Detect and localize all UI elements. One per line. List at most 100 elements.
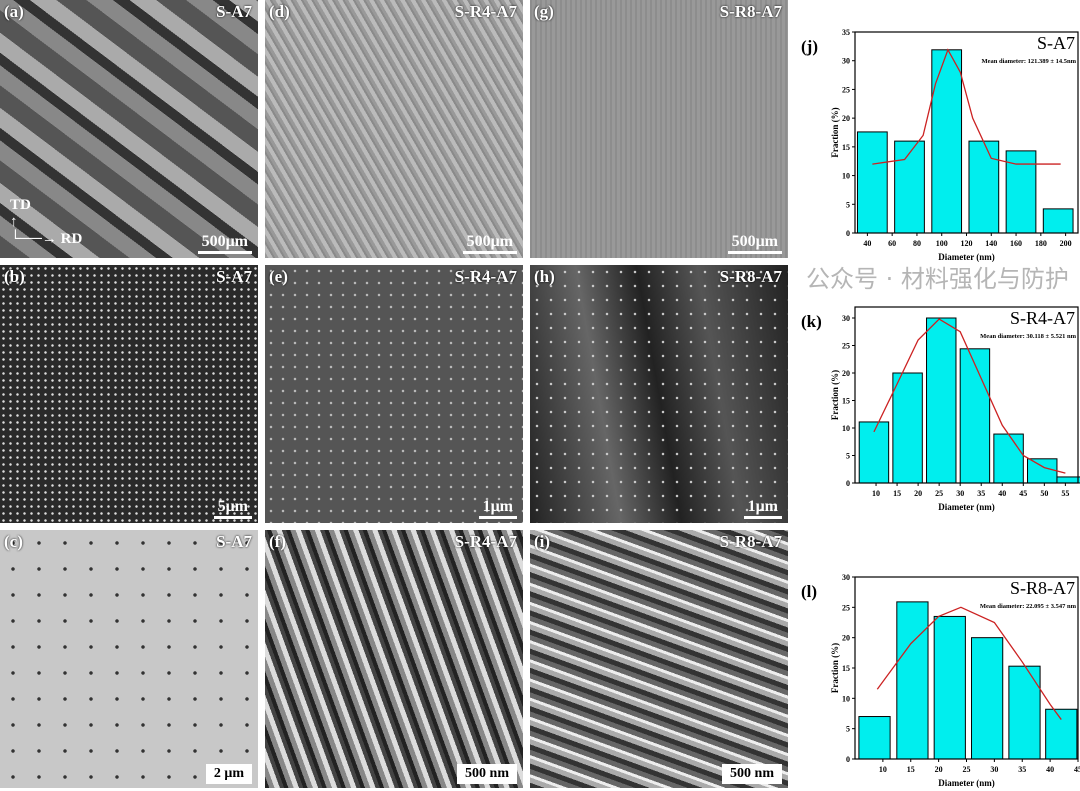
bar: [993, 433, 1024, 484]
chart-title: S-A7: [1037, 33, 1075, 53]
y-tick-label: 10: [842, 694, 850, 703]
histogram-k: 10 15 20 25 30 35 40 45 50 55 0 5 10 15 20 25 30 Diameter…: [801, 306, 1080, 512]
y-tick-label: 25: [842, 85, 850, 94]
x-tick-label: 40: [863, 239, 871, 248]
bar: [968, 140, 1000, 234]
bar: [858, 421, 890, 484]
x-tick-label: 10: [872, 489, 880, 498]
bar: [858, 716, 891, 760]
sample-name: S-R4-A7: [454, 532, 517, 551]
sample-name: S-R8-A7: [719, 532, 782, 551]
panel-label: (j): [801, 37, 818, 56]
x-tick-label: 60: [888, 239, 896, 248]
y-tick-label: 0: [846, 479, 850, 488]
x-tick-label: 15: [893, 489, 901, 498]
scale-bar: 500μm: [462, 233, 517, 254]
histogram-j: 40 60 80 100 120 140 160 180 200 0 5 10 15 20 25 30 35 Di…: [801, 28, 1079, 262]
chart-title: S-R4-A7: [1010, 308, 1075, 328]
x-tick-label: 10: [879, 765, 887, 774]
plot-frame: [854, 306, 1079, 484]
bar: [971, 637, 1004, 760]
bar: [892, 372, 923, 484]
x-tick-label: 45: [1074, 765, 1080, 774]
bar: [1056, 476, 1080, 484]
x-tick-label: 40: [1046, 765, 1054, 774]
y-tick-label: 10: [842, 424, 850, 433]
panel-label: (d): [269, 2, 290, 21]
y-tick-label: 15: [842, 664, 850, 673]
sample-name: S-R8-A7: [719, 2, 782, 21]
y-tick-label: 20: [842, 114, 850, 123]
y-tick-label: 20: [842, 634, 850, 643]
chart-title: S-R8-A7: [1010, 578, 1075, 598]
scale-bar: 500μm: [197, 233, 252, 254]
sample-name: S-R4-A7: [454, 267, 517, 286]
panel-label: (g): [534, 2, 554, 21]
micrograph-b: (b) S-A7 5μm: [0, 265, 258, 523]
x-tick-label: 35: [977, 489, 985, 498]
x-tick-label: 50: [1040, 489, 1048, 498]
axis-indicator: TD ↑ └──→ RD: [10, 197, 83, 247]
panel-label: (b): [4, 267, 25, 286]
bar: [926, 317, 957, 484]
x-tick-label: 180: [1035, 239, 1047, 248]
y-tick-label: 0: [846, 229, 850, 238]
y-tick-label: 10: [842, 172, 850, 181]
scale-bar: 500 nm: [457, 764, 517, 784]
y-tick-label: 35: [842, 28, 850, 37]
fit-curve: [873, 318, 1066, 474]
panel-label: (c): [4, 532, 23, 551]
scale-bar: 1μm: [743, 498, 782, 519]
sample-name: S-R8-A7: [719, 267, 782, 286]
mean-diameter-annotation: Mean diameter: 121.389 ± 14.5nm: [981, 58, 1076, 65]
bar: [1008, 665, 1041, 760]
sample-name: S-A7: [216, 532, 252, 551]
mean-diameter-annotation: Mean diameter: 30.118 ± 5.521 nm: [980, 333, 1076, 340]
y-axis-label: Fraction (%): [830, 643, 840, 693]
panel-label: (e): [269, 267, 288, 286]
panel-label: (a): [4, 2, 24, 21]
x-tick-label: 100: [936, 239, 948, 248]
y-tick-label: 30: [842, 573, 850, 582]
x-tick-label: 45: [1019, 489, 1027, 498]
x-tick-label: 80: [913, 239, 921, 248]
micrograph-f: (f) S-R4-A7 500 nm: [265, 530, 523, 788]
x-axis-label: Diameter (nm): [938, 778, 995, 788]
micrograph-a: (a) S-A7 500μm TD ↑ └──→ RD: [0, 0, 258, 258]
bar: [959, 348, 991, 484]
y-tick-label: 25: [842, 603, 850, 612]
y-tick-label: 15: [842, 397, 850, 406]
fit-curve: [872, 48, 1061, 165]
y-tick-label: 5: [846, 200, 850, 209]
micrograph-c: (c) S-A7 2 μm: [0, 530, 258, 788]
y-tick-label: 20: [842, 369, 850, 378]
y-tick-label: 15: [842, 143, 850, 152]
micrograph-h: (h) S-R8-A7 1μm: [530, 265, 788, 523]
x-tick-label: 40: [998, 489, 1006, 498]
y-tick-label: 30: [842, 314, 850, 323]
y-axis-label: Fraction (%): [830, 107, 840, 157]
y-tick-label: 5: [846, 725, 850, 734]
x-tick-label: 25: [963, 765, 971, 774]
y-tick-label: 25: [842, 342, 850, 351]
x-tick-label: 160: [1010, 239, 1022, 248]
scale-bar: 500 nm: [722, 764, 782, 784]
panel-label: (k): [801, 312, 822, 331]
sample-name: S-A7: [216, 2, 252, 21]
micrograph-i: (i) S-R8-A7 500 nm: [530, 530, 788, 788]
bar: [1042, 208, 1074, 234]
scale-bar: 1μm: [478, 498, 517, 519]
micrograph-g: (g) S-R8-A7 500μm: [530, 0, 788, 258]
bar: [856, 131, 888, 234]
panel-label: (l): [801, 582, 817, 601]
x-tick-label: 120: [961, 239, 973, 248]
panel-label: (f): [269, 532, 286, 551]
x-tick-label: 55: [1061, 489, 1069, 498]
y-axis-label: Fraction (%): [830, 370, 840, 420]
td-label: TD: [10, 197, 31, 213]
panel-label: (h): [534, 267, 555, 286]
x-axis-label: Diameter (nm): [938, 252, 995, 262]
bar: [894, 140, 925, 234]
x-tick-label: 30: [990, 765, 998, 774]
bar: [1045, 708, 1078, 760]
